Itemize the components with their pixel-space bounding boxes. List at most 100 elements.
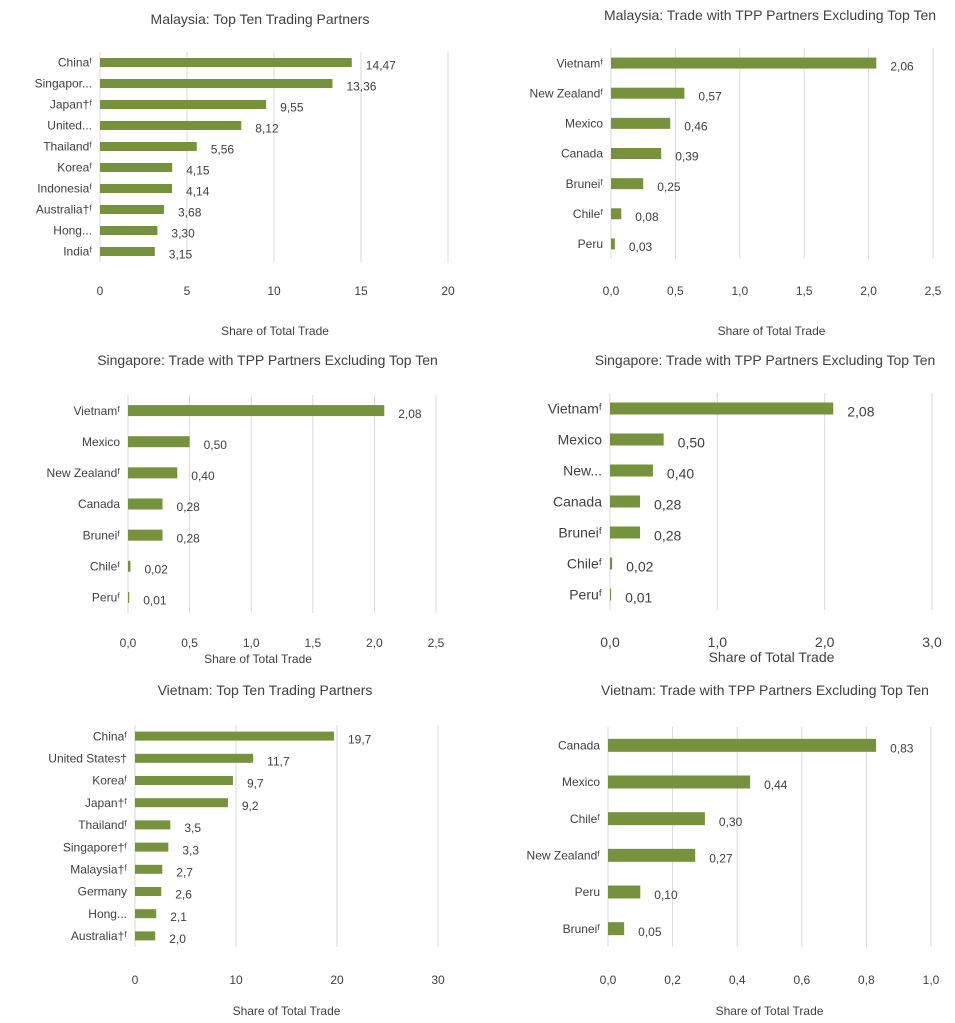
x-tick-label: 3,0 [922,634,942,650]
data-label: 2,0 [169,932,186,946]
bar [608,848,696,862]
bar [608,885,641,899]
category-label: Vietnamᶠ [73,404,120,418]
bar [128,560,131,572]
data-label: 3,15 [169,248,193,262]
data-label: 0,39 [675,150,699,164]
bar [610,433,664,446]
category-label: Chileᶠ [90,559,120,573]
x-axis-title: Share of Total Trade [715,1004,824,1018]
bar [135,864,163,874]
x-tick-label: 0,2 [664,973,681,987]
bar [610,526,641,539]
bar [610,557,613,570]
chart-singapore-tpp-excluding-top-ten: Singapore: Trade with TPP Partners Exclu… [0,345,480,675]
category-label: Canada [78,497,120,511]
bar [610,402,834,415]
bar [100,121,242,130]
category-label: Singapor... [35,77,92,91]
bar [128,529,163,541]
bar [608,738,877,752]
category-label: Mexico [82,435,120,449]
category-label: Japan†ᶠ [50,98,92,112]
data-label: 2,6 [175,888,192,902]
chart-plot-area: 0,0 1,0 2,0 3,0 Vietnamᶠ 2,08 Mexico 0,50 New...… [548,393,942,650]
data-label: 4,14 [186,185,210,199]
category-label: New Zealandᶠ [530,86,604,100]
x-tick-label: 1,0 [731,284,748,298]
bar [128,591,130,603]
data-label: 13,36 [346,80,376,94]
bar [610,588,612,601]
data-label: 3,30 [171,227,195,241]
data-label: 9,55 [280,101,304,115]
x-tick-label: 1,0 [243,636,260,650]
data-label: 0,03 [629,240,653,254]
data-label: 0,28 [654,527,681,543]
data-label: 0,50 [678,434,705,450]
category-label: Hong... [88,907,127,921]
x-tick-label: 5 [184,284,191,298]
data-label: 0,40 [191,469,215,483]
bar [100,205,165,214]
bar [100,226,158,235]
category-label: New Zealandᶠ [47,466,121,480]
bar [611,57,877,69]
x-tick-label: 30 [431,973,445,987]
bar [100,142,197,151]
data-label: 2,06 [890,59,914,73]
data-label: 0,28 [654,496,681,512]
bar [128,498,163,510]
x-tick-label: 2,0 [860,284,877,298]
category-label: Koreaᶠ [92,774,127,788]
category-label: Thailandᶠ [43,140,92,154]
chart-title: Malaysia: Top Ten Trading Partners [150,11,370,27]
x-tick-label: 0,5 [667,284,684,298]
category-label: Chileᶠ [570,812,600,826]
category-label: Mexico [562,775,600,789]
data-label: 14,47 [366,59,396,73]
x-tick-label: 0,5 [181,636,198,650]
chart-title: Malaysia: Trade with TPP Partners Exclud… [603,7,937,23]
x-tick-label: 0,4 [729,973,746,987]
x-tick-label: 0,0 [600,634,620,650]
bar [100,184,173,193]
x-tick-label: 2,5 [925,284,942,298]
x-axis-title: Share of Total Trade [232,1004,341,1018]
category-label: Japan†ᶠ [85,796,127,810]
category-label: Indonesiaᶠ [37,182,92,196]
data-label: 0,44 [764,778,788,792]
x-tick-label: 0,8 [858,973,875,987]
data-label: 3,5 [184,821,201,835]
data-label: 0,01 [625,589,652,605]
data-label: 2,1 [170,910,187,924]
data-label: 0,05 [638,925,662,939]
category-label: Vietnamᶠ [556,56,603,70]
category-label: Vietnamᶠ [548,400,602,416]
bar [611,87,685,99]
x-axis-title: Share of Total Trade [717,324,826,338]
data-label: 2,08 [398,407,422,421]
chart-plot-area: 0 10 20 30 Chinaᶠ 19,7 United States† 11,7 Korea… [48,725,445,987]
bar [100,163,173,172]
category-label: Chileᶠ [573,207,603,221]
x-tick-label: 10 [229,973,243,987]
category-label: Malaysia†ᶠ [70,863,127,877]
bar [100,247,155,256]
data-label: 4,15 [186,164,210,178]
category-label: Peruᶠ [92,591,120,605]
data-label: 2,7 [176,866,193,880]
chart-plot-area: 0,0 0,5 1,0 1,5 2,0 2,5 Vietnamᶠ 2,06 New Zealan… [530,48,942,298]
bar [611,208,622,220]
x-tick-label: 20 [330,973,344,987]
x-tick-label: 15 [354,284,368,298]
x-tick-label: 1,0 [923,973,940,987]
category-label: Chinaᶠ [93,729,127,743]
chart-vietnam-top-ten: Vietnam: Top Ten Trading Partners 0 10 20 3… [0,675,480,1023]
bar [100,79,333,88]
chart-vietnam-tpp-excluding-top-ten: Vietnam: Trade with TPP Partners Excludi… [480,675,955,1023]
bar [610,464,653,477]
bar [611,178,644,190]
bar [135,731,334,741]
data-label: 0,27 [709,852,733,866]
